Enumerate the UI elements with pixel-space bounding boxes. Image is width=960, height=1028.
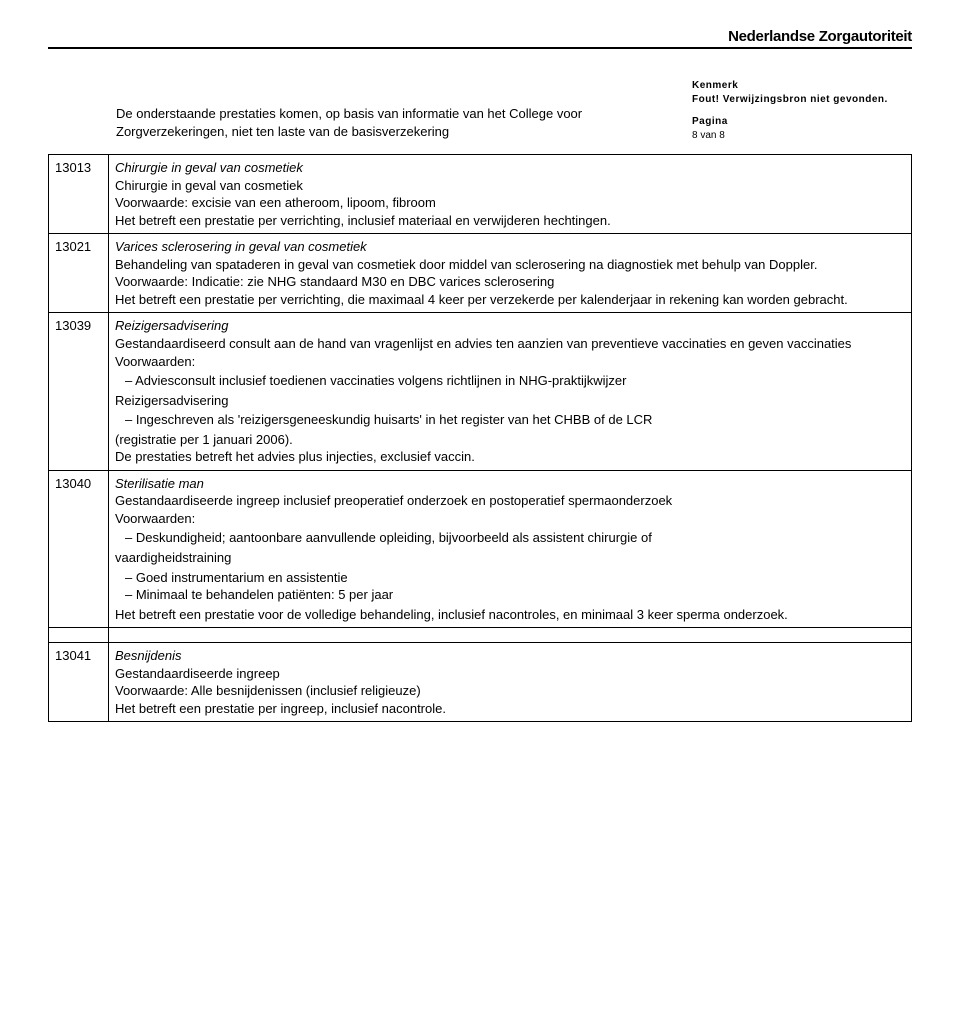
content-cell: Reizigersadvisering Gestandaardiseerd co… — [109, 313, 912, 470]
table-row: 13040 Sterilisatie man Gestandaardiseerd… — [49, 470, 912, 627]
conditions-label: Voorwaarden: — [115, 511, 195, 526]
list-item: Deskundigheid; aantoonbare aanvullende o… — [143, 529, 905, 547]
row-text: Voorwaarde: excisie van een atheroom, li… — [115, 195, 436, 210]
row-text: Voorwaarde: Alle besnijdenissen (inclusi… — [115, 683, 421, 698]
table-row: 13013 Chirurgie in geval van cosmetiek C… — [49, 155, 912, 234]
row-text: Reizigersadvisering — [115, 393, 228, 408]
table-row: 13039 Reizigersadvisering Gestandaardise… — [49, 313, 912, 470]
pagina-value: 8 van 8 — [692, 129, 912, 143]
row-text: vaardigheidstraining — [115, 550, 231, 565]
prestaties-table: 13013 Chirurgie in geval van cosmetiek C… — [48, 154, 912, 628]
row-text: Gestandaardiseerd consult aan de hand va… — [115, 336, 851, 351]
row-title: Varices sclerosering in geval van cosmet… — [115, 239, 367, 254]
list-item: Ingeschreven als 'reizigersgeneeskundig … — [143, 411, 905, 429]
content-cell: Besnijdenis Gestandaardiseerde ingreep V… — [109, 643, 912, 722]
row-title: Sterilisatie man — [115, 476, 204, 491]
row-text: Het betreft een prestatie per ingreep, i… — [115, 701, 446, 716]
kenmerk-label: Kenmerk — [692, 79, 912, 93]
row-text: Voorwaarde: Indicatie: zie NHG standaard… — [115, 274, 554, 289]
pagina-label: Pagina — [692, 115, 912, 129]
code-cell: 13021 — [49, 234, 109, 313]
row-text: Het betreft een prestatie per verrichtin… — [115, 292, 848, 307]
row-text: (registratie per 1 januari 2006). — [115, 432, 293, 447]
reference-error: Fout! Verwijzingsbron niet gevonden. — [692, 93, 912, 107]
list-item: Minimaal te behandelen patiënten: 5 per … — [143, 586, 905, 604]
code-cell: 13040 — [49, 470, 109, 627]
content-cell: Varices sclerosering in geval van cosmet… — [109, 234, 912, 313]
org-logo: Nederlandse Zorgautoriteit — [48, 28, 912, 49]
intro-text: De onderstaande prestaties komen, op bas… — [116, 105, 706, 140]
prestaties-table-2: 13041 Besnijdenis Gestandaardiseerde ing… — [48, 642, 912, 722]
conditions-list: Deskundigheid; aantoonbare aanvullende o… — [115, 529, 905, 547]
row-text: Het betreft een prestatie per verrichtin… — [115, 213, 611, 228]
row-text: De prestaties betreft het advies plus in… — [115, 449, 475, 464]
conditions-list: Ingeschreven als 'reizigersgeneeskundig … — [115, 411, 905, 429]
content-cell: Sterilisatie man Gestandaardiseerde ingr… — [109, 470, 912, 627]
code-cell: 13041 — [49, 643, 109, 722]
code-cell: 13013 — [49, 155, 109, 234]
conditions-list: Goed instrumentarium en assistentie Mini… — [115, 569, 905, 604]
conditions-label: Voorwaarden: — [115, 354, 195, 369]
row-text: Het betreft een prestatie voor de volled… — [115, 607, 788, 622]
table-row: 13041 Besnijdenis Gestandaardiseerde ing… — [49, 643, 912, 722]
code-cell: 13039 — [49, 313, 109, 470]
row-title: Reizigersadvisering — [115, 318, 228, 333]
row-text: Gestandaardiseerde ingreep — [115, 666, 280, 681]
row-title: Chirurgie in geval van cosmetiek — [115, 160, 303, 175]
meta-block: Kenmerk Fout! Verwijzingsbron niet gevon… — [692, 79, 912, 143]
list-item: Goed instrumentarium en assistentie — [143, 569, 905, 587]
content-cell: Chirurgie in geval van cosmetiek Chirurg… — [109, 155, 912, 234]
table-row: 13021 Varices sclerosering in geval van … — [49, 234, 912, 313]
row-text: Chirurgie in geval van cosmetiek — [115, 178, 303, 193]
conditions-list: Adviesconsult inclusief toedienen vaccin… — [115, 372, 905, 390]
list-item: Adviesconsult inclusief toedienen vaccin… — [143, 372, 905, 390]
gap-row — [48, 628, 912, 642]
row-title: Besnijdenis — [115, 648, 182, 663]
row-text: Behandeling van spataderen in geval van … — [115, 257, 817, 272]
row-text: Gestandaardiseerde ingreep inclusief pre… — [115, 493, 672, 508]
